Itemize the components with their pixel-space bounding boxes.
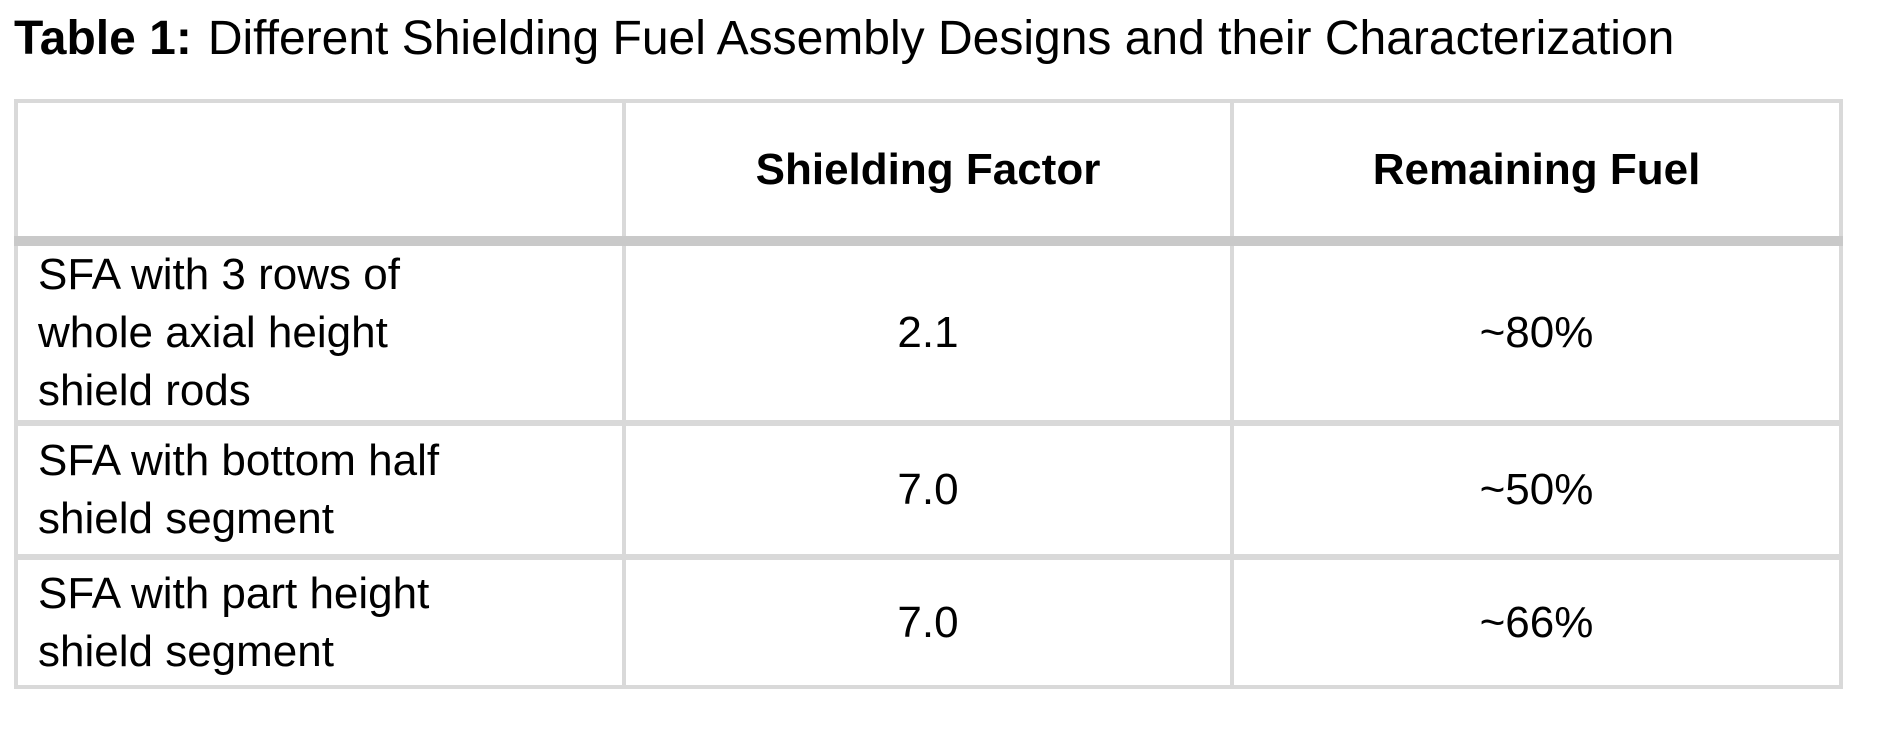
header-cell-remaining-fuel: Remaining Fuel	[1230, 99, 1843, 246]
remaining-fuel-cell: ~80%	[1230, 238, 1843, 425]
design-cell: SFA with 3 rows of whole axial height sh…	[14, 238, 626, 425]
table-row: SFA with bottom half shield segment 7.0 …	[14, 420, 1843, 559]
header-cell-shielding-factor: Shielding Factor	[622, 99, 1234, 246]
header-row: Shielding Factor Remaining Fuel	[14, 99, 1843, 246]
header-cell-design	[14, 99, 626, 246]
table-caption: Table 1: Different Shielding Fuel Assembl…	[0, 0, 1893, 68]
shielding-factor-cell: 2.1	[622, 238, 1234, 425]
table-caption-text: Different Shielding Fuel Assembly Design…	[207, 12, 1675, 65]
shielding-designs-table: Shielding Factor Remaining Fuel SFA with…	[14, 99, 1843, 689]
table-row: SFA with 3 rows of whole axial height sh…	[14, 238, 1843, 425]
design-cell: SFA with bottom half shield segment	[14, 420, 626, 559]
shielding-factor-cell: 7.0	[622, 554, 1234, 689]
design-cell: SFA with part height shield segment	[14, 554, 626, 689]
remaining-fuel-cell: ~50%	[1230, 420, 1843, 559]
remaining-fuel-cell: ~66%	[1230, 554, 1843, 689]
table-caption-label: Table 1:	[14, 12, 192, 65]
shielding-factor-cell: 7.0	[622, 420, 1234, 559]
table-row: SFA with part height shield segment 7.0 …	[14, 554, 1843, 689]
